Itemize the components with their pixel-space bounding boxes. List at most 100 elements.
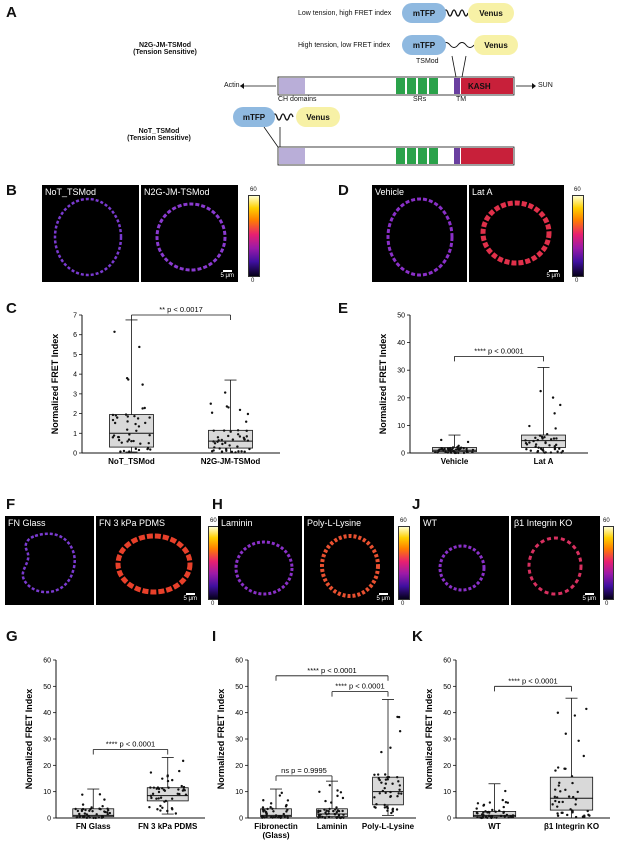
data-point xyxy=(262,799,265,802)
data-point xyxy=(335,816,339,820)
category-label: WT xyxy=(488,822,501,831)
y-tick-label: 40 xyxy=(443,710,451,717)
data-point xyxy=(225,449,228,452)
y-tick-label: 50 xyxy=(397,313,405,320)
data-point xyxy=(159,804,162,808)
data-point xyxy=(162,788,166,792)
data-point xyxy=(149,794,153,798)
data-point xyxy=(488,801,492,804)
colorbar-h xyxy=(398,526,410,600)
data-point xyxy=(216,436,220,439)
data-point xyxy=(544,441,547,445)
data-point xyxy=(236,433,240,436)
data-point xyxy=(391,782,394,785)
data-point xyxy=(111,413,115,417)
data-point xyxy=(487,814,491,817)
data-point xyxy=(532,439,535,443)
data-point xyxy=(161,777,164,780)
data-point xyxy=(103,798,106,801)
n2g-construct-diagram xyxy=(240,55,536,96)
colorbar-b xyxy=(248,195,260,277)
data-point xyxy=(236,445,239,448)
data-point xyxy=(116,416,119,419)
data-point xyxy=(213,446,216,449)
data-point xyxy=(557,784,561,787)
data-point xyxy=(166,774,169,777)
colorbar-f-max: 60 xyxy=(210,518,217,524)
data-point xyxy=(556,812,559,815)
scale-bar-f: 5 μm xyxy=(184,593,197,602)
data-point xyxy=(387,775,391,779)
linker-wave-stretched xyxy=(442,42,475,48)
panel-letter-h: H xyxy=(212,496,223,513)
data-point xyxy=(450,448,454,451)
data-point xyxy=(336,794,339,798)
data-point xyxy=(476,802,480,805)
data-point xyxy=(171,808,174,811)
data-point xyxy=(337,809,341,813)
data-point xyxy=(566,813,569,817)
data-point xyxy=(440,438,443,442)
linker-squiggle-compressed xyxy=(444,9,468,17)
panel-letter-d: D xyxy=(338,182,349,199)
data-point xyxy=(484,810,487,813)
data-point xyxy=(263,809,266,812)
data-point xyxy=(556,766,560,769)
data-point xyxy=(391,807,395,810)
data-point xyxy=(134,422,137,426)
mtfp-pill-mid: mTFP xyxy=(402,35,446,55)
data-point xyxy=(561,800,564,804)
data-point xyxy=(380,750,383,754)
data-point xyxy=(452,449,455,453)
data-point xyxy=(571,811,574,814)
data-point xyxy=(560,451,563,454)
data-point xyxy=(148,805,151,809)
y-tick-label: 0 xyxy=(447,816,451,823)
data-point xyxy=(377,777,380,780)
data-point xyxy=(98,793,102,796)
data-point xyxy=(503,815,506,818)
data-point xyxy=(88,816,91,819)
data-point xyxy=(238,408,242,412)
image-f-left: FN Glass xyxy=(5,516,94,605)
data-point xyxy=(97,816,101,819)
data-point xyxy=(465,447,468,451)
data-point xyxy=(269,802,273,805)
category-label: (Glass) xyxy=(262,831,289,840)
data-point xyxy=(479,816,482,819)
data-point xyxy=(454,448,458,451)
data-point xyxy=(148,416,151,419)
data-point xyxy=(245,429,248,433)
category-label: Laminin xyxy=(317,822,348,831)
data-point xyxy=(446,451,449,454)
data-point xyxy=(317,815,321,819)
data-point xyxy=(376,773,380,776)
data-point xyxy=(184,793,188,796)
data-point xyxy=(228,444,231,447)
data-point xyxy=(328,783,332,787)
image-d-right: Lat A 5 μm xyxy=(469,185,564,282)
colorbar-j-max: 60 xyxy=(603,518,610,524)
y-axis-label: Normalized FRET Index xyxy=(24,689,34,790)
data-point xyxy=(548,444,551,447)
cell-ring-j-right xyxy=(527,536,583,596)
category-label: Vehicle xyxy=(441,457,469,466)
data-point xyxy=(385,805,388,808)
y-tick-label: 40 xyxy=(43,710,51,717)
data-point xyxy=(128,433,131,436)
data-point xyxy=(126,415,129,418)
data-point xyxy=(528,424,531,428)
data-point xyxy=(76,809,80,813)
data-point xyxy=(577,739,580,742)
data-point xyxy=(155,797,158,800)
data-point xyxy=(234,451,237,454)
significance-label: **** p < 0.0001 xyxy=(474,346,523,355)
data-point xyxy=(126,440,129,443)
y-tick-label: 20 xyxy=(235,763,243,770)
colorbar-f-min: 0 xyxy=(211,601,215,607)
data-point xyxy=(564,788,567,792)
data-point xyxy=(561,449,564,453)
y-tick-label: 50 xyxy=(235,684,243,691)
data-point xyxy=(265,815,268,818)
data-point xyxy=(161,787,164,790)
